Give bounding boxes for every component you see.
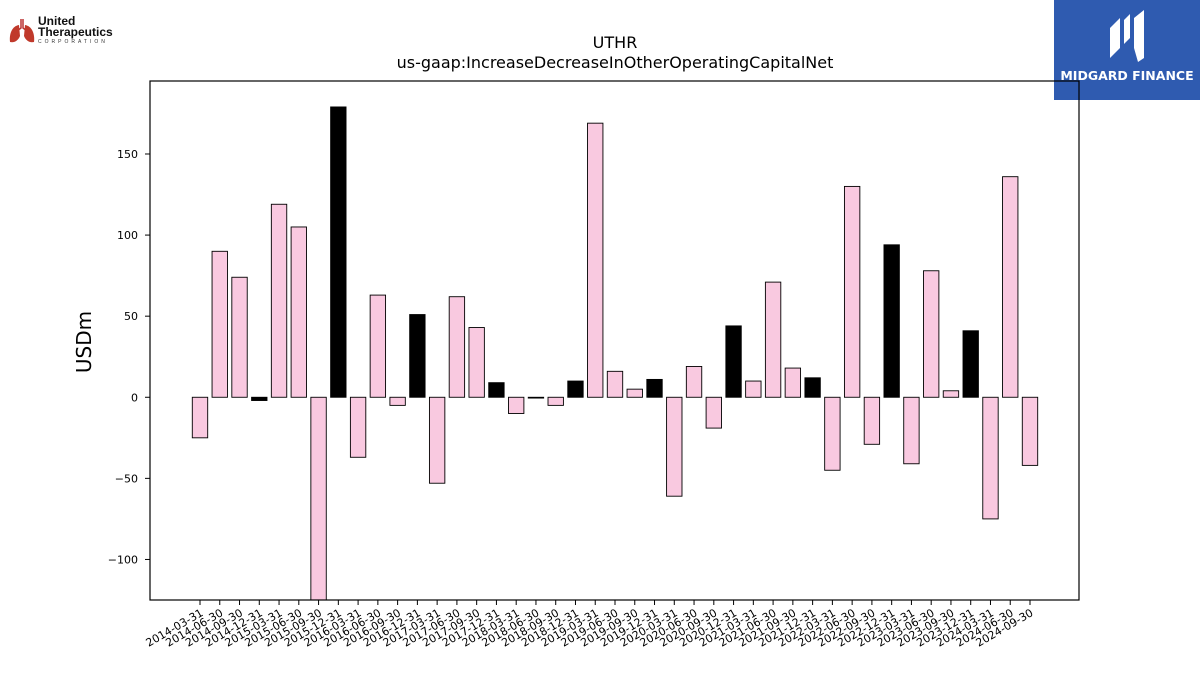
bar-2015-09-30 [310,396,327,601]
chart-title: UTHR [593,33,638,52]
bar-2019-09-30 [626,388,643,398]
bar-2022-12-31 [883,244,900,398]
x-axis: 2014-03-312014-06-302014-09-302014-12-31… [144,600,1036,650]
bar-2018-03-31 [508,396,525,414]
y-tick-label: −100 [108,553,138,566]
bar-2022-03-31 [824,396,841,471]
bar-2018-12-31 [567,380,584,398]
y-tick-label: 50 [124,310,138,323]
bar-2023-12-31 [962,330,979,398]
bar-2021-06-30 [764,281,782,398]
bar-2014-12-31 [251,396,268,401]
y-tick-label: 100 [117,229,138,242]
bar-2021-12-31 [804,377,821,398]
logo-company-name: United Therapeutics [38,14,113,39]
bar-2020-12-31 [725,325,742,398]
lungs-icon [9,19,35,43]
bar-2020-03-31 [666,396,683,497]
bar-2021-03-31 [745,380,762,398]
chart-subtitle: us-gaap:IncreaseDecreaseInOtherOperating… [397,53,834,72]
bar-2023-09-30 [942,390,960,398]
bar-2021-09-30 [784,367,802,398]
bar-2015-12-31 [330,106,347,398]
logo-company-subtitle: CORPORATION [38,39,108,45]
bar-2016-12-31 [409,314,426,398]
y-tick-label: 150 [117,148,138,161]
bar-2015-03-31 [270,203,288,398]
bar-2014-09-30 [231,276,248,398]
bar-2024-03-31 [982,396,999,520]
bar-2024-09-30 [1021,396,1039,466]
bar-2022-06-30 [843,185,861,398]
midgard-finance-label: MIDGARD FINANCE [1060,68,1194,83]
bar-2023-06-30 [923,270,940,398]
bars-group [191,106,1039,601]
bar-2016-09-30 [389,396,406,406]
united-therapeutics-logo: United Therapeutics CORPORATION [8,14,120,50]
bar-2014-03-31 [191,396,209,439]
bar-2017-03-31 [428,396,446,484]
bar-2022-09-30 [863,396,881,445]
y-tick-label: 0 [131,391,138,404]
midgard-emblem-icon [1110,10,1144,62]
bar-2016-06-30 [369,294,387,398]
bar-2020-09-30 [705,396,722,429]
y-axis-label: USDm [72,311,96,373]
y-axis: −100 −50 0 50 100 150 [108,148,150,566]
y-tick-label: −50 [115,472,138,485]
plot-frame [149,80,1080,601]
bar-2019-03-31 [587,122,604,398]
bar-2017-09-30 [468,327,485,398]
midgard-finance-logo: MIDGARD FINANCE [1054,0,1200,100]
bar-2018-06-30 [527,396,545,399]
bar-2015-06-30 [290,226,307,398]
bar-2020-06-30 [685,366,703,398]
bar-2014-06-30 [211,250,228,398]
bar-2024-06-30 [1002,176,1019,398]
bar-2018-09-30 [547,396,564,406]
bar-2019-06-30 [606,370,624,398]
bar-2019-12-31 [646,378,663,398]
bar-2017-12-31 [488,382,505,398]
bar-2023-03-31 [903,396,920,465]
bar-2016-03-31 [349,396,367,458]
bar-2017-06-30 [448,296,466,398]
